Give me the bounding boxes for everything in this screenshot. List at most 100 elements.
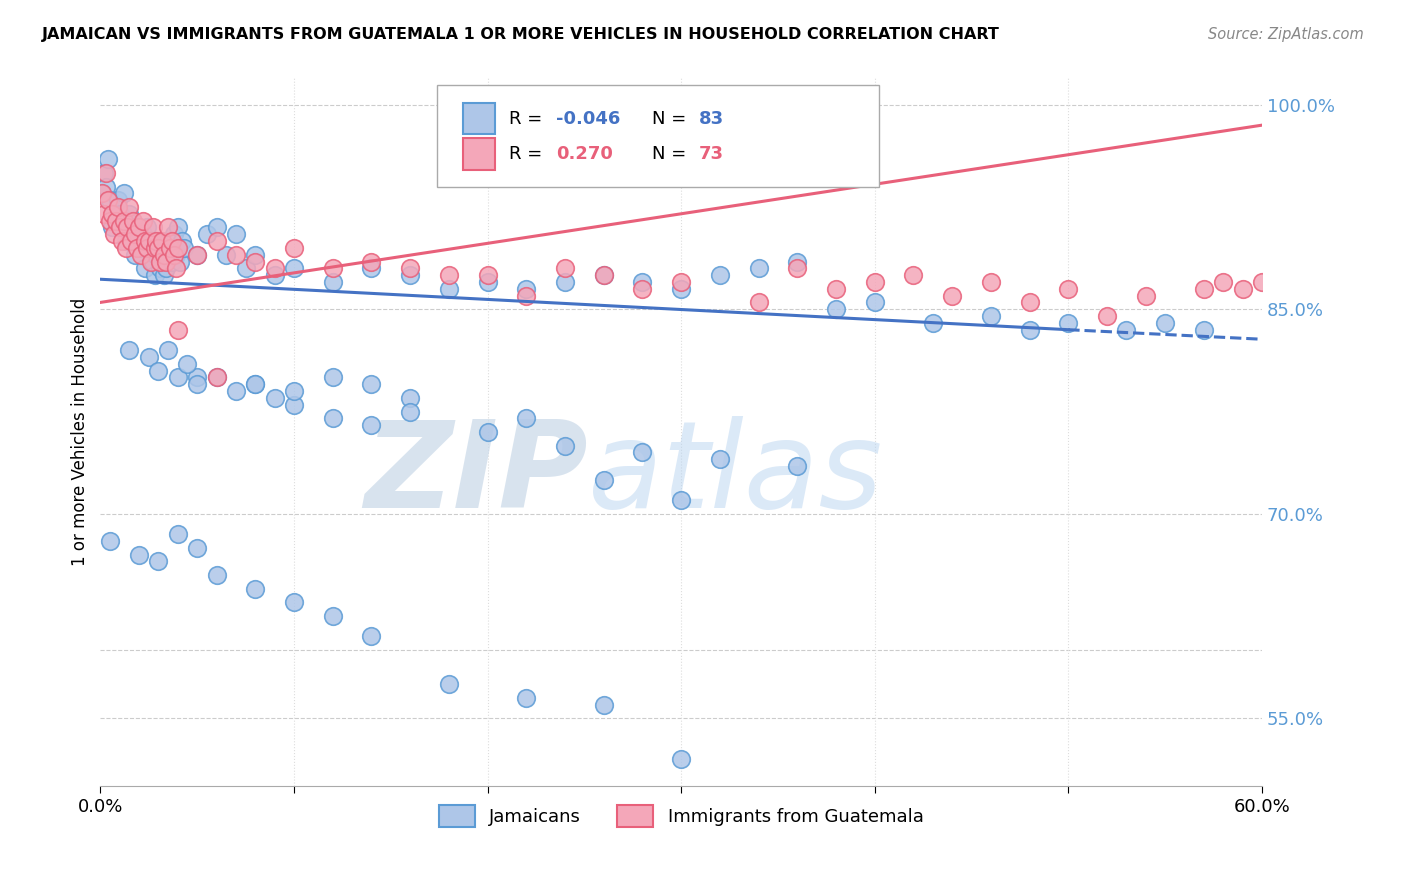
- Point: [155, 254, 177, 268]
- Point: [165, 248, 187, 262]
- Point: [134, 261, 156, 276]
- Point: [980, 309, 1002, 323]
- Point: [138, 241, 160, 255]
- Point: [669, 282, 692, 296]
- Point: [97, 193, 120, 207]
- Point: [98, 193, 121, 207]
- Point: [120, 234, 142, 248]
- Point: [155, 261, 177, 276]
- Point: [235, 261, 257, 276]
- Point: [941, 288, 963, 302]
- Point: [139, 254, 162, 268]
- Point: [139, 234, 162, 248]
- Point: [160, 254, 183, 268]
- Point: [124, 248, 146, 262]
- Point: [186, 370, 208, 384]
- Point: [166, 527, 188, 541]
- Point: [114, 241, 136, 255]
- Point: [186, 541, 208, 555]
- Point: [148, 363, 170, 377]
- Point: [108, 207, 131, 221]
- Point: [163, 227, 186, 242]
- Text: atlas: atlas: [588, 416, 883, 533]
- FancyBboxPatch shape: [463, 103, 495, 134]
- Point: [322, 609, 344, 624]
- Point: [118, 207, 141, 221]
- Point: [173, 241, 195, 255]
- Point: [96, 166, 118, 180]
- Point: [128, 220, 150, 235]
- Text: ZIP: ZIP: [364, 416, 588, 533]
- Point: [515, 411, 537, 425]
- Point: [283, 398, 305, 412]
- Point: [225, 384, 247, 398]
- Point: [1251, 275, 1274, 289]
- Point: [825, 302, 848, 317]
- Point: [263, 261, 285, 276]
- Point: [97, 153, 120, 167]
- Point: [149, 254, 172, 268]
- Point: [107, 193, 129, 207]
- Point: [477, 425, 499, 439]
- Point: [186, 377, 208, 392]
- Point: [748, 295, 770, 310]
- Point: [98, 534, 121, 549]
- Point: [921, 316, 943, 330]
- Point: [135, 241, 157, 255]
- Point: [148, 554, 170, 568]
- Point: [245, 248, 267, 262]
- Point: [399, 268, 422, 282]
- Point: [166, 241, 188, 255]
- Point: [399, 261, 422, 276]
- Y-axis label: 1 or more Vehicles in Household: 1 or more Vehicles in Household: [72, 298, 89, 566]
- Point: [195, 227, 218, 242]
- Point: [166, 323, 188, 337]
- Point: [129, 241, 152, 255]
- Point: [748, 261, 770, 276]
- Point: [142, 220, 165, 235]
- Point: [166, 220, 188, 235]
- Point: [245, 254, 267, 268]
- Point: [245, 582, 267, 596]
- Text: Source: ZipAtlas.com: Source: ZipAtlas.com: [1208, 27, 1364, 42]
- Point: [709, 452, 731, 467]
- Point: [134, 234, 156, 248]
- Point: [143, 268, 166, 282]
- Point: [360, 418, 382, 433]
- Point: [148, 234, 170, 248]
- Point: [112, 213, 135, 227]
- Point: [112, 186, 135, 201]
- Point: [169, 254, 191, 268]
- Point: [128, 220, 150, 235]
- Point: [93, 166, 115, 180]
- Point: [1232, 282, 1254, 296]
- Point: [165, 261, 187, 276]
- Point: [786, 261, 808, 276]
- Point: [1154, 316, 1177, 330]
- Point: [437, 268, 460, 282]
- Point: [322, 275, 344, 289]
- Point: [145, 234, 167, 248]
- Text: -0.046: -0.046: [555, 110, 620, 128]
- Point: [114, 234, 136, 248]
- Point: [1212, 275, 1234, 289]
- Point: [903, 268, 925, 282]
- Point: [142, 254, 165, 268]
- Point: [104, 213, 127, 227]
- Point: [157, 234, 180, 248]
- Text: 0.270: 0.270: [555, 145, 613, 163]
- Text: R =: R =: [509, 145, 548, 163]
- Point: [980, 275, 1002, 289]
- Point: [96, 179, 118, 194]
- Point: [205, 370, 228, 384]
- Point: [135, 220, 157, 235]
- Point: [669, 275, 692, 289]
- Point: [515, 288, 537, 302]
- Point: [118, 200, 141, 214]
- Point: [322, 411, 344, 425]
- Point: [669, 752, 692, 766]
- Point: [129, 248, 152, 262]
- Point: [631, 282, 654, 296]
- Point: [554, 275, 576, 289]
- Point: [153, 268, 176, 282]
